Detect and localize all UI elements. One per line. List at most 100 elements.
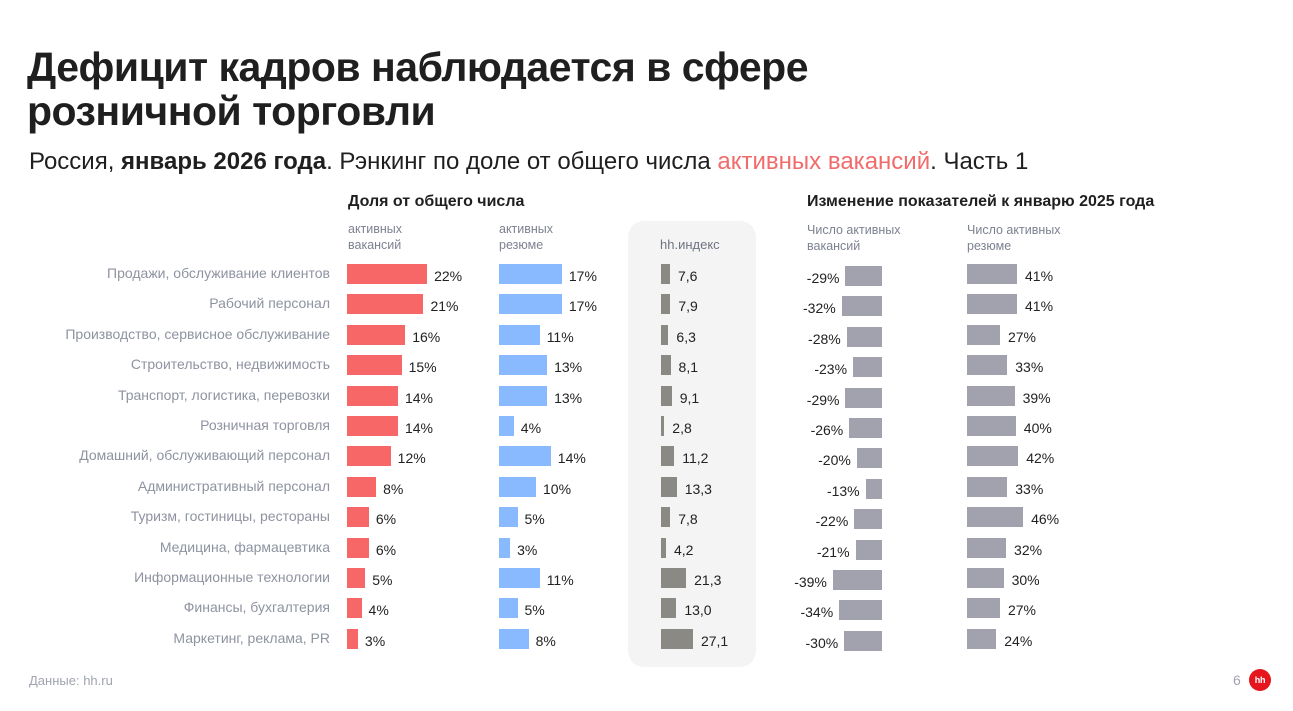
category-label: Медицина, фармацевтика <box>159 538 330 555</box>
vacancies-change-bar <box>844 630 882 651</box>
vacancies-change-label: -13% <box>826 482 860 499</box>
hh-index-label: 2,8 <box>672 420 692 436</box>
resumes-share-label: 8% <box>535 632 556 649</box>
resumes-share-bar <box>499 476 536 497</box>
hh-index-label: 7,6 <box>677 268 698 284</box>
hh-index-panel <box>628 221 756 667</box>
subtitle: Россия, январь 2026 года. Рэнкинг по дол… <box>29 147 1028 177</box>
hh-index-label: 11,2 <box>682 450 709 467</box>
resumes-share-label: 13% <box>554 389 583 406</box>
resumes-change-label: 30% <box>1011 572 1040 588</box>
resumes-change-bar <box>967 537 1007 558</box>
vacancies-change-label: -30% <box>805 634 839 651</box>
resumes-share-bar <box>499 324 540 345</box>
vacancies-share-bar <box>347 385 398 406</box>
resumes-share-label: 5% <box>524 602 545 619</box>
category-label: Маркетинг, реклама, PR <box>173 629 330 646</box>
resumes-change-bar <box>967 598 1000 619</box>
resumes-change-bar <box>967 416 1016 436</box>
col-head-line: Число активных <box>967 223 1061 237</box>
vacancies-change-bar <box>839 600 882 621</box>
hh-index-label: 9,1 <box>679 389 700 406</box>
hh-index-bar <box>661 355 671 376</box>
hh-index-label: 13,0 <box>684 602 712 619</box>
vacancies-change-bar <box>845 266 882 286</box>
vacancies-share-bar <box>347 264 428 284</box>
col-head-resumes-share: активных резюме <box>499 221 553 253</box>
vacancies-share-bar <box>347 628 358 649</box>
resumes-change-label: 41% <box>1025 268 1054 284</box>
resumes-change-label: 33% <box>1015 480 1044 497</box>
category-label: Транспорт, логистика, перевозки <box>117 386 330 403</box>
resumes-change-label: 33% <box>1015 359 1044 376</box>
hh-index-bar <box>661 446 675 467</box>
hh-index-label: 21,3 <box>694 572 722 588</box>
resumes-share-label: 11% <box>546 328 574 345</box>
vacancies-share-label: 6% <box>375 511 397 528</box>
vacancies-change-bar <box>846 326 882 347</box>
resumes-share-bar <box>499 507 518 528</box>
col-head-vacancies-share: активных вакансий <box>348 221 402 253</box>
col-head-resumes-change: Число активных резюме <box>967 222 1060 254</box>
hh-logo-icon: hh <box>1249 669 1271 691</box>
resumes-share-bar <box>499 385 548 406</box>
vacancies-share-bar <box>347 355 402 376</box>
resumes-share-bar <box>499 264 562 284</box>
section-change-heading: Изменение показателей к январю 2025 года <box>807 193 1155 210</box>
resumes-share-bar <box>499 598 518 619</box>
vacancies-share-label: 21% <box>430 298 459 315</box>
vacancies-share-bar <box>347 568 366 588</box>
vacancies-change-bar <box>832 570 882 590</box>
col-head-line: активных <box>348 222 403 236</box>
hh-index-bar <box>661 324 669 345</box>
resumes-change-label: 32% <box>1014 541 1043 558</box>
vacancies-change-label: -32% <box>803 300 836 317</box>
category-label: Информационные технологии <box>134 569 330 585</box>
hh-index-bar <box>661 537 666 558</box>
hh-index-bar <box>661 385 672 406</box>
vacancies-share-label: 6% <box>375 541 397 558</box>
resumes-share-bar <box>499 537 511 558</box>
category-label: Производство, сервисное обслуживание <box>65 325 330 342</box>
category-label: Финансы, бухгалтерия <box>183 599 330 616</box>
resumes-change-label: 41% <box>1025 298 1054 315</box>
page-number: 6 <box>1233 672 1241 688</box>
category-label: Административный персонал <box>137 477 330 494</box>
resumes-change-label: 24% <box>1004 632 1033 649</box>
resumes-share-label: 11% <box>546 572 574 588</box>
resumes-share-bar <box>499 355 548 376</box>
resumes-change-label: 27% <box>1007 328 1036 345</box>
hh-index-label: 27,1 <box>700 632 729 649</box>
category-label: Розничная торговля <box>200 417 330 433</box>
col-head-line: резюме <box>967 239 1012 253</box>
vacancies-change-bar <box>849 418 882 438</box>
resumes-change-bar <box>967 385 1015 406</box>
vacancies-share-label: 8% <box>383 480 404 497</box>
resumes-share-label: 17% <box>568 268 597 284</box>
resumes-change-label: 46% <box>1031 511 1060 528</box>
vacancies-share-label: 4% <box>368 602 389 619</box>
vacancies-change-label: -23% <box>814 361 848 378</box>
data-source: Данные: hh.ru <box>29 673 113 688</box>
resumes-share-label: 5% <box>524 511 545 528</box>
resumes-change-bar <box>967 324 1000 345</box>
category-label: Рабочий персонал <box>209 295 330 312</box>
hh-index-label: 7,9 <box>678 298 698 315</box>
vacancies-change-bar <box>865 478 882 499</box>
resumes-share-label: 14% <box>557 450 586 467</box>
resumes-change-bar <box>967 568 1004 588</box>
subtitle-region: Россия, <box>29 148 122 175</box>
vacancies-share-bar <box>347 476 377 497</box>
vacancies-change-label: -20% <box>818 452 851 469</box>
vacancies-change-bar <box>841 296 882 317</box>
vacancies-share-label: 12% <box>397 450 426 467</box>
resumes-change-bar <box>967 355 1008 376</box>
hh-index-bar <box>661 598 677 619</box>
hh-index-label: 13,3 <box>684 480 712 497</box>
hh-index-bar <box>661 507 671 528</box>
category-label: Строительство, недвижимость <box>130 356 330 373</box>
hh-index-bar <box>661 476 677 497</box>
category-label: Домашний, обслуживающий персонал <box>79 447 330 464</box>
resumes-change-label: 27% <box>1007 602 1036 619</box>
hh-index-bar <box>661 568 687 588</box>
